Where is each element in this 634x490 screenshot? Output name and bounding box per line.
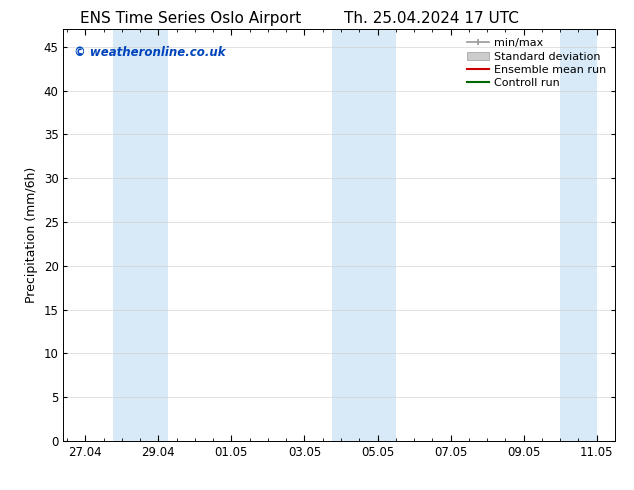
- Y-axis label: Precipitation (mm/6h): Precipitation (mm/6h): [25, 167, 38, 303]
- Text: © weatheronline.co.uk: © weatheronline.co.uk: [74, 46, 226, 59]
- Bar: [113, 29, 140, 441]
- Bar: [560, 29, 597, 441]
- Text: Th. 25.04.2024 17 UTC: Th. 25.04.2024 17 UTC: [344, 11, 519, 26]
- Bar: [332, 29, 359, 441]
- Text: ENS Time Series Oslo Airport: ENS Time Series Oslo Airport: [80, 11, 301, 26]
- Bar: [359, 29, 396, 441]
- Legend: min/max, Standard deviation, Ensemble mean run, Controll run: min/max, Standard deviation, Ensemble me…: [464, 35, 609, 92]
- Bar: [140, 29, 167, 441]
